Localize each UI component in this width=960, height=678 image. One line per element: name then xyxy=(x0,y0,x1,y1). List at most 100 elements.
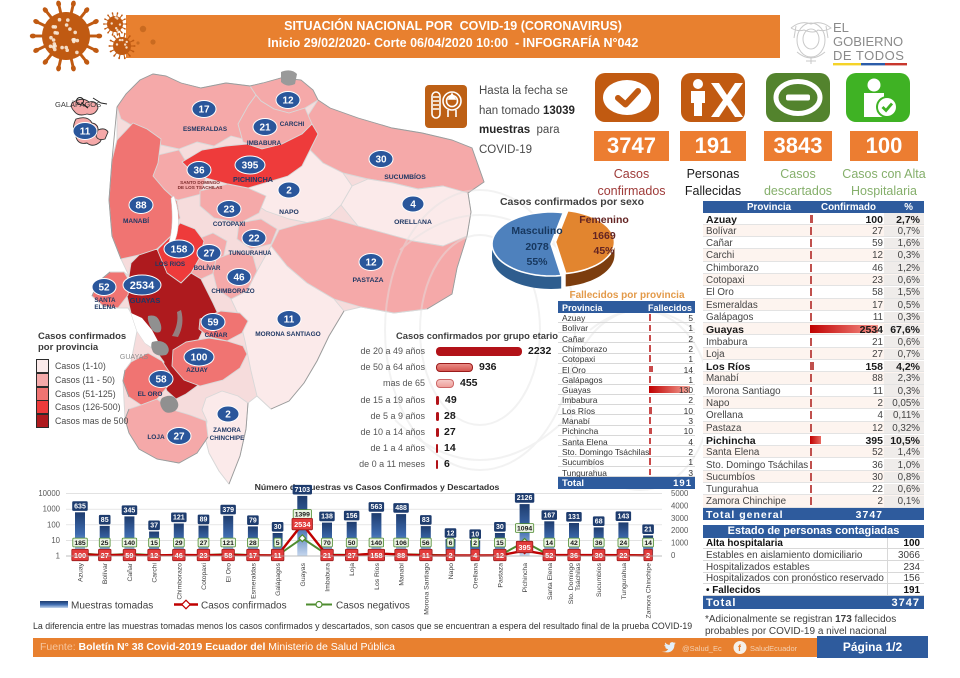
svg-text:Pastaza: Pastaza xyxy=(497,563,504,588)
svg-text:27: 27 xyxy=(200,540,208,547)
svg-text:21: 21 xyxy=(259,123,271,134)
svg-text:3000: 3000 xyxy=(671,514,689,523)
svg-text:83: 83 xyxy=(422,517,430,524)
svg-text:12: 12 xyxy=(150,551,158,560)
svg-text:158: 158 xyxy=(171,245,188,256)
svg-text:ESMERALDAS: ESMERALDAS xyxy=(183,126,227,133)
svg-text:6: 6 xyxy=(449,540,453,547)
svg-text:El Oro: El Oro xyxy=(226,563,233,582)
svg-text:379: 379 xyxy=(222,507,234,514)
svg-text:CHINCHIPE: CHINCHIPE xyxy=(210,435,245,442)
svg-text:2126: 2126 xyxy=(517,495,533,502)
svg-text:58: 58 xyxy=(224,551,232,560)
svg-text:SUCUMBÍOS: SUCUMBÍOS xyxy=(384,172,426,181)
svg-text:24: 24 xyxy=(620,540,628,547)
svg-text:11: 11 xyxy=(284,315,295,326)
svg-text:BOLÍVAR: BOLÍVAR xyxy=(194,264,221,272)
svg-text:37: 37 xyxy=(150,523,158,530)
svg-text:22: 22 xyxy=(619,551,627,560)
svg-text:ELENA: ELENA xyxy=(94,304,116,311)
svg-text:NAPO: NAPO xyxy=(279,209,299,216)
svg-text:85: 85 xyxy=(101,517,109,524)
svg-text:70: 70 xyxy=(323,540,331,547)
svg-text:Los Ríos: Los Ríos xyxy=(374,562,381,589)
svg-text:140: 140 xyxy=(371,540,383,547)
svg-text:Casos negativos: Casos negativos xyxy=(336,601,410,612)
svg-text:ORELLANA: ORELLANA xyxy=(394,219,432,226)
svg-text:Sucumbíos: Sucumbíos xyxy=(596,562,603,597)
svg-text:158: 158 xyxy=(370,551,382,560)
svg-text:10: 10 xyxy=(471,532,479,539)
svg-text:CHIMBORAZO: CHIMBORAZO xyxy=(211,288,254,295)
svg-text:EL: EL xyxy=(833,20,849,35)
svg-text:Tungurahua: Tungurahua xyxy=(621,563,628,600)
svg-text:488: 488 xyxy=(395,505,407,512)
svg-text:345: 345 xyxy=(124,508,136,515)
svg-text:Manabí: Manabí xyxy=(399,563,406,586)
svg-text:100: 100 xyxy=(74,551,86,560)
svg-text:1000: 1000 xyxy=(43,505,61,514)
svg-text:121: 121 xyxy=(223,540,235,547)
svg-text:36: 36 xyxy=(570,551,578,560)
svg-text:21: 21 xyxy=(323,551,331,560)
svg-text:5000: 5000 xyxy=(671,489,689,498)
svg-text:46: 46 xyxy=(175,551,183,560)
svg-text:Guayas: Guayas xyxy=(300,562,307,586)
svg-text:Santa Elena: Santa Elena xyxy=(547,563,554,600)
svg-text:DE TODOS: DE TODOS xyxy=(833,48,904,63)
svg-text:56: 56 xyxy=(422,540,430,547)
svg-text:LOJA: LOJA xyxy=(147,434,165,441)
svg-text:15: 15 xyxy=(496,540,504,547)
svg-text:4: 4 xyxy=(473,551,478,560)
svg-text:58: 58 xyxy=(155,375,167,386)
svg-text:30: 30 xyxy=(375,155,387,166)
svg-text:15: 15 xyxy=(150,540,158,547)
svg-text:PASTAZA: PASTAZA xyxy=(352,277,383,284)
svg-text:Cotopaxi: Cotopaxi xyxy=(201,563,208,590)
svg-text:52: 52 xyxy=(545,551,553,560)
svg-text:12: 12 xyxy=(365,258,377,269)
svg-text:SaludEcuador: SaludEcuador xyxy=(750,644,798,653)
svg-text:88: 88 xyxy=(135,201,147,212)
svg-text:50: 50 xyxy=(348,540,356,547)
svg-text:25: 25 xyxy=(101,540,109,547)
svg-text:29: 29 xyxy=(175,540,183,547)
svg-text:Morona Santiago: Morona Santiago xyxy=(423,563,430,615)
svg-text:MANABÍ: MANABÍ xyxy=(123,216,149,225)
svg-text:Sto. Domingo: Sto. Domingo xyxy=(568,563,575,604)
svg-text:68: 68 xyxy=(595,519,603,526)
svg-text:27: 27 xyxy=(101,551,109,560)
svg-text:17: 17 xyxy=(198,105,210,116)
svg-text:1: 1 xyxy=(56,552,60,561)
svg-text:30: 30 xyxy=(496,524,504,531)
svg-text:635: 635 xyxy=(74,503,86,510)
svg-text:11: 11 xyxy=(422,551,430,560)
svg-text:2: 2 xyxy=(646,551,650,560)
svg-text:Casos confirmados: Casos confirmados xyxy=(201,601,287,612)
svg-text:167: 167 xyxy=(543,512,555,519)
svg-text:Muestras tomadas: Muestras tomadas xyxy=(71,601,153,612)
svg-text:1094: 1094 xyxy=(517,526,532,533)
svg-text:Imbabura: Imbabura xyxy=(325,563,332,592)
svg-text:GOBIERNO: GOBIERNO xyxy=(833,34,903,49)
svg-text:21: 21 xyxy=(644,527,652,534)
svg-text:COTOPAXI: COTOPAXI xyxy=(213,221,246,228)
svg-text:100: 100 xyxy=(47,520,61,529)
svg-text:Tsáchilas: Tsáchilas xyxy=(575,562,582,591)
svg-text:121: 121 xyxy=(173,515,185,522)
svg-text:563: 563 xyxy=(371,504,383,511)
svg-text:SANTA: SANTA xyxy=(94,297,116,304)
svg-text:SANTO DOMINGO: SANTO DOMINGO xyxy=(180,180,220,185)
svg-text:59: 59 xyxy=(207,318,219,329)
svg-text:Galápagos: Galápagos xyxy=(275,562,282,595)
svg-text:TUNGURAHUA: TUNGURAHUA xyxy=(229,251,273,257)
svg-text:ZAMORA: ZAMORA xyxy=(213,427,241,434)
svg-text:CAÑAR: CAÑAR xyxy=(205,330,228,339)
svg-text:156: 156 xyxy=(346,513,358,520)
svg-text:106: 106 xyxy=(395,540,407,547)
svg-text:2534: 2534 xyxy=(294,520,311,529)
svg-text:28: 28 xyxy=(249,540,257,547)
svg-text:Loja: Loja xyxy=(349,563,356,576)
svg-text:395: 395 xyxy=(242,161,259,172)
svg-text:27: 27 xyxy=(203,249,215,260)
